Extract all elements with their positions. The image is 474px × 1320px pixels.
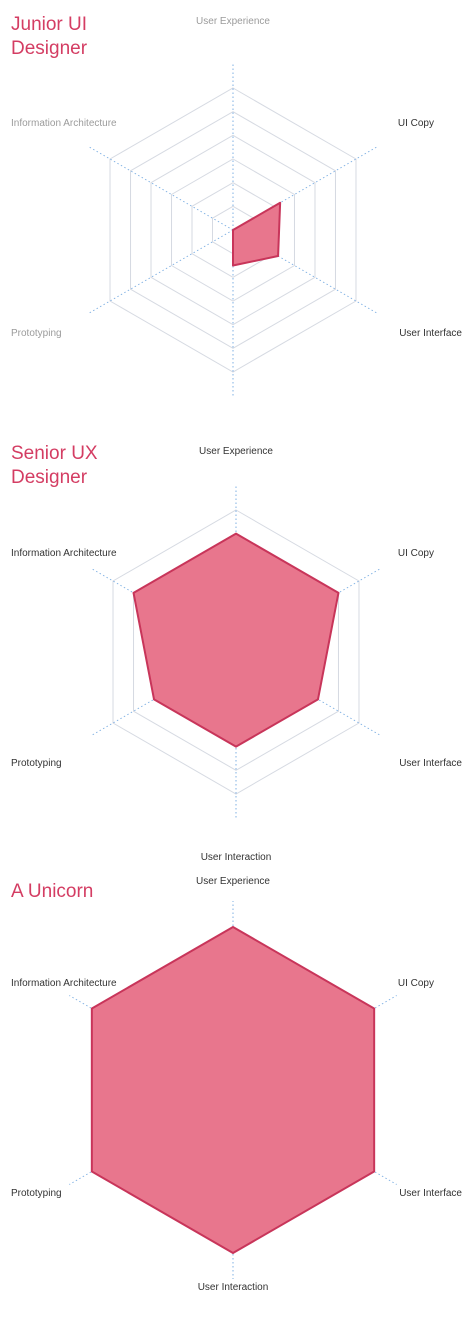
axis-label: Information Architecture — [11, 118, 117, 129]
axis-label: User Interface — [399, 758, 462, 769]
data-point — [373, 1170, 375, 1173]
data-area — [232, 201, 282, 267]
axis-label: Information Architecture — [11, 978, 117, 989]
axis-label: User Experience — [196, 876, 270, 887]
chart-title: A Unicorn — [11, 881, 94, 902]
axis-label: Information Architecture — [11, 548, 117, 559]
radar-chart — [90, 484, 382, 820]
axis-label: Prototyping — [11, 1188, 62, 1199]
axis-label: UI Copy — [397, 978, 434, 989]
data-point — [132, 592, 135, 594]
axis-label: Prototyping — [11, 328, 62, 339]
grid-ring — [109, 87, 357, 373]
axis-label: User Interaction — [200, 852, 272, 863]
chart-title: Junior UI Designer — [11, 14, 88, 59]
chart-title: Senior UX Designer — [11, 443, 98, 488]
axis-line — [87, 229, 234, 315]
data-point — [232, 264, 234, 267]
data-point — [235, 532, 237, 535]
data-point — [91, 1170, 93, 1173]
radar-chart — [87, 62, 379, 398]
radar-chart-panel: A Unicorn User Experience UI Copy User Inte… — [0, 860, 474, 1320]
axis-line — [87, 145, 234, 231]
data-point — [317, 698, 319, 701]
axis-label: User Interface — [399, 328, 462, 339]
data-point — [232, 926, 234, 928]
data-point — [153, 698, 155, 701]
axis-label: User Experience — [199, 446, 273, 457]
data-point — [232, 1252, 234, 1254]
data-point — [277, 255, 279, 257]
axis-label: Prototyping — [11, 758, 62, 769]
axis-label: User Experience — [196, 16, 270, 27]
axis-label: UI Copy — [397, 548, 434, 559]
radar-chart — [69, 901, 397, 1279]
data-area — [132, 532, 340, 748]
grid-ring — [171, 158, 295, 302]
axis-label: User Interaction — [197, 1282, 269, 1293]
axis-label: User Interface — [399, 1188, 462, 1199]
radar-chart-panel: Senior UX Designer User Experience UI Copy… — [0, 430, 474, 863]
data-point — [279, 201, 281, 204]
data-point — [232, 229, 234, 231]
data-point — [373, 1007, 375, 1010]
grid-ring — [130, 111, 336, 349]
data-point — [235, 745, 237, 748]
grid-ring — [112, 509, 360, 795]
axis-label: UI Copy — [397, 118, 434, 129]
data-area — [90, 926, 376, 1254]
data-point — [91, 1007, 93, 1010]
data-point — [337, 592, 340, 594]
radar-chart-panel: Junior UI Designer User Experience UI Copy… — [0, 0, 474, 430]
grid-ring — [150, 134, 316, 326]
